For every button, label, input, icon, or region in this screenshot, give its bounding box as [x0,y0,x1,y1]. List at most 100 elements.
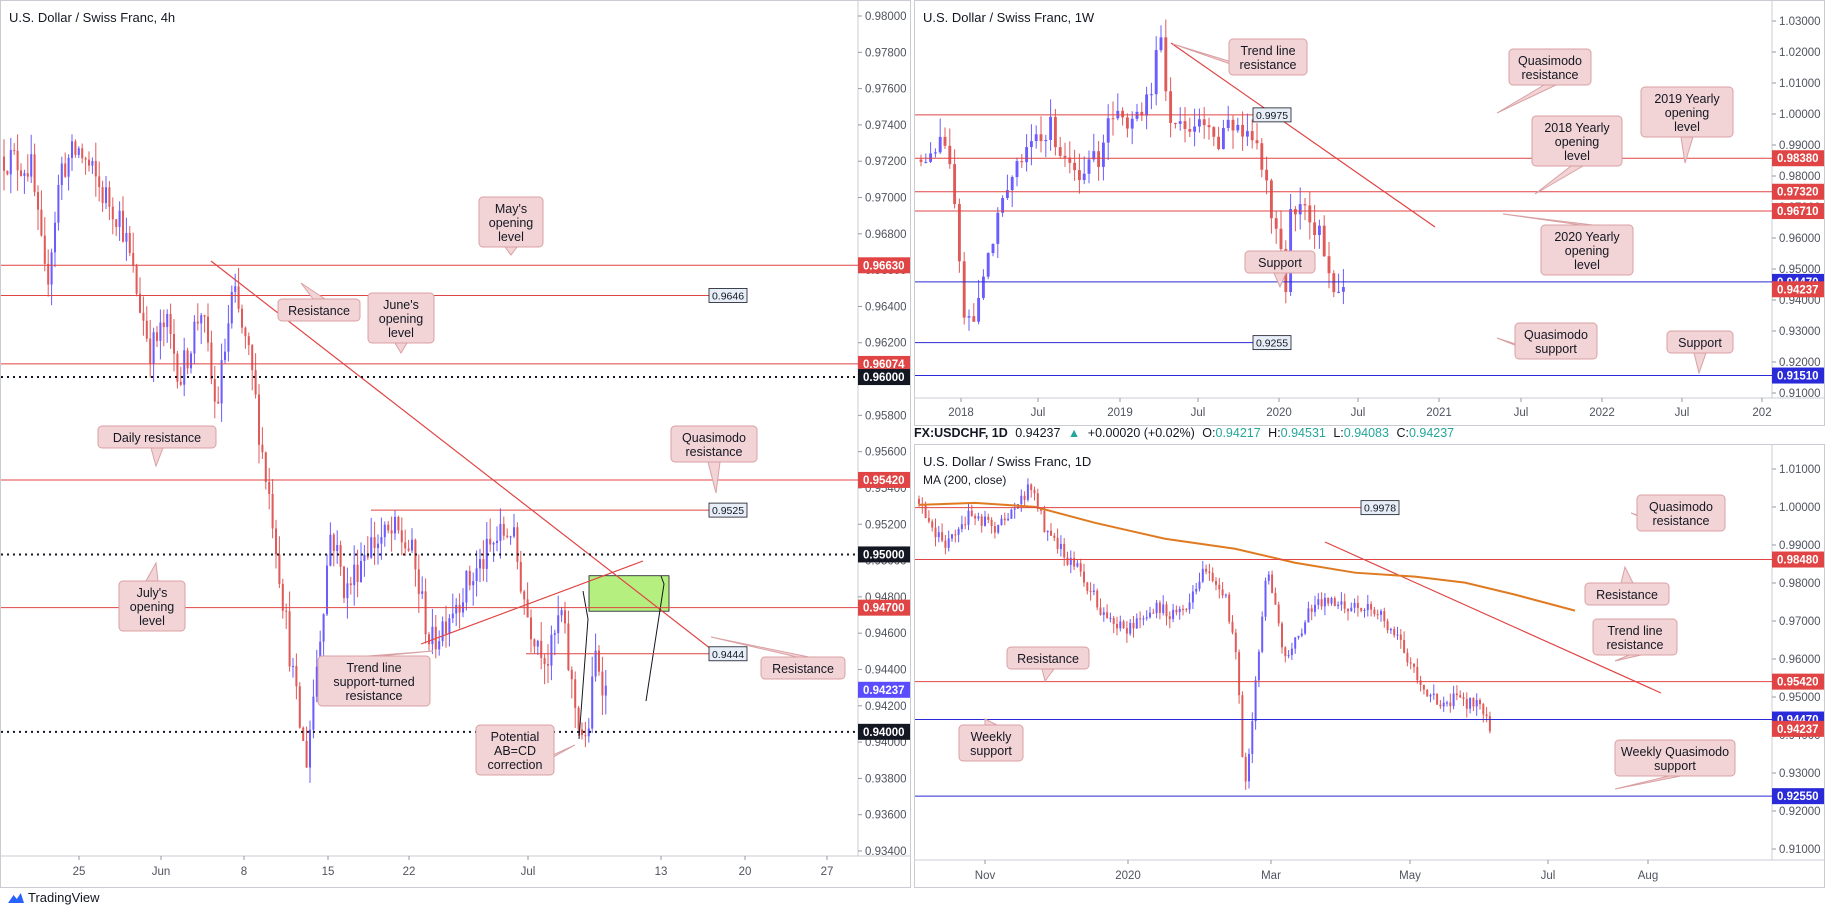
d1-candle-body [997,524,1000,533]
w1-price-tag-bg [1772,203,1824,220]
w1-candle-body [1130,118,1134,129]
h4-note-pointer [300,282,327,300]
d1-candle-body [941,532,944,541]
h4-candle-body [444,621,448,634]
h4-candle-body [325,565,329,615]
h4-candle-body [346,583,349,599]
h4-candle-body [472,581,475,586]
h4-note-pointer [504,246,518,256]
h4-candle-body [108,187,111,207]
legend-open-label: O: [1202,426,1216,440]
h4-chart-canvas[interactable]: 0.98000 0.97800 0.97600 0.97400 0.97200 0.970… [1,1,910,887]
w1-candle-body [1010,177,1014,191]
w1-note-2020: opening [1565,244,1610,258]
tradingview-mark-icon [8,893,24,903]
w1-price-tag: 0.91510 [1777,371,1819,383]
h4-note-mays-open: May's [495,202,527,216]
w1-note-2018: 2018 Yearly [1544,121,1610,135]
d1-note-box [1584,582,1670,606]
d1-candle-body [1439,704,1442,707]
h4-candle-body [278,554,281,584]
w1-chart-canvas[interactable]: 1.03000 1.02000 1.01000 1.00000 0.99000 0.980… [915,1,1824,425]
d1-chart-panel[interactable]: 1.01000 1.00000 0.99000 0.98000 0.97000 0.960… [914,444,1825,888]
h4-candle-body [101,187,104,204]
h4-candle-body [213,379,216,402]
d1-price-tag-bg [1772,551,1824,568]
w1-candle-body [991,243,995,254]
d1-note-box [1614,739,1736,777]
h4-candle-body [138,293,142,313]
legend-change: +0.00020 (+0.02%) [1087,426,1195,440]
d1-candle-body [987,516,990,520]
w1-candle-body [1111,118,1115,120]
d1-candle-body [1096,590,1099,608]
h4-note-pointer [367,650,434,657]
h4-y-tick-label: 0.93400 [865,846,907,858]
h4-candle-body [373,537,376,548]
w1-last-price-bg [1772,281,1824,298]
h4-candle-body [206,316,210,343]
legend-low-label: L: [1333,426,1344,440]
d1-candle-body [947,538,950,548]
w1-price-tag: 0.98380 [1777,153,1819,165]
w1-candle-body [1245,131,1249,137]
d1-y-tick-label: 0.99000 [1779,540,1821,552]
d1-note-quasimodo-res: Quasimodo [1649,500,1713,514]
h4-candle-body [257,394,261,445]
h4-note-pointer [394,342,408,354]
d1-candle-body [1488,716,1491,732]
h4-candle-body [594,650,597,677]
w1-note-box [1508,48,1592,86]
d1-candle-body [1198,581,1201,589]
h4-y-tick-label: 0.97200 [865,156,907,168]
d1-candle-body [1267,574,1270,581]
h4-price-tag: 0.94700 [863,603,905,615]
h4-candle-body [458,604,461,613]
h4-candle-body [19,170,23,176]
h4-y-tick-label: 0.98000 [865,11,907,23]
h4-candle-body [77,148,80,155]
h4-candle-body [597,650,601,672]
w1-x-tick-label: Jul [1675,407,1690,419]
d1-candle-body [1409,662,1412,664]
d1-note-resistance-top: Resistance [1596,588,1658,602]
d1-candle-body [1102,612,1105,615]
w1-x-tick-label: 2021 [1426,407,1452,419]
w1-candle-body [1178,121,1182,124]
d1-note-box [1636,494,1726,532]
h4-candle-body [404,542,407,549]
d1-candle-body [1119,621,1122,629]
h4-candle-body [145,320,148,339]
d1-candle-body [1327,597,1330,604]
w1-candle-body [1207,125,1211,128]
d1-candle-body [1053,535,1056,538]
d1-chart-canvas[interactable]: 1.01000 1.00000 0.99000 0.98000 0.97000 0.960… [915,445,1824,887]
w1-y-tick-label: 1.00000 [1779,109,1821,121]
d1-candle-body [1340,601,1343,605]
d1-candle-body [1389,628,1392,631]
h4-trendline-resistance [210,260,712,650]
h4-candle-body [319,641,322,667]
d1-candle-body [1142,618,1145,620]
footer-bar: TradingView [0,887,1825,909]
w1-x-tick-label: 2020 [1266,407,1292,419]
h4-price-tag: 0.95000 [863,549,905,561]
tradingview-logo[interactable]: TradingView [8,890,100,905]
d1-price-tag: 0.92550 [1777,791,1819,803]
w1-y-tick-label: 0.96000 [1779,233,1821,245]
legend-close: 0.94237 [1015,426,1061,440]
h4-candle-body [359,560,363,583]
w1-chart-panel[interactable]: 1.03000 1.02000 1.01000 1.00000 0.99000 0.980… [914,0,1825,426]
w1-last-price: 0.94237 [1777,284,1819,296]
w1-candle-body [1106,118,1110,143]
w1-candle-body [1101,142,1105,167]
h4-candle-body [400,530,403,543]
h4-candle-body [179,381,182,385]
h4-candle-body [512,527,516,537]
h4-candle-body [169,314,172,335]
h4-note-july-open: July's [137,586,168,600]
h4-candle-body [563,610,567,624]
h4-candle-body [298,686,301,728]
w1-candle-body [1265,169,1269,181]
h4-chart-panel[interactable]: 0.98000 0.97800 0.97600 0.97400 0.97200 0.970… [0,0,911,888]
